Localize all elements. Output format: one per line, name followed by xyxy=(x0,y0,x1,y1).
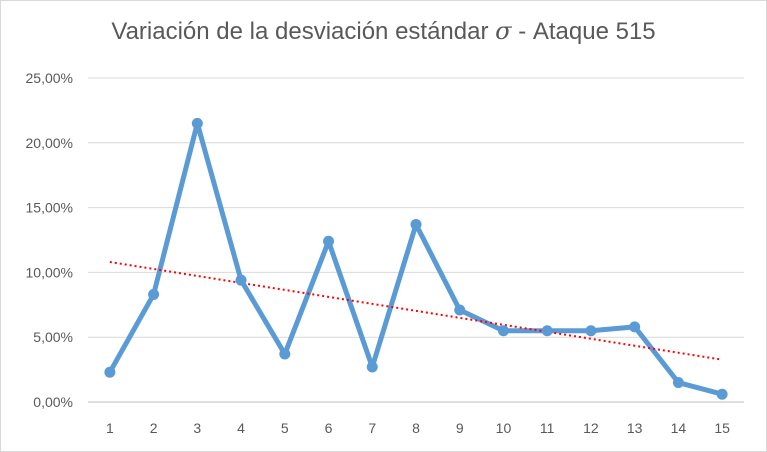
x-tick-label: 6 xyxy=(325,420,333,436)
series-line xyxy=(107,120,725,397)
x-tick-label: 11 xyxy=(540,420,555,436)
y-tick-label: 5,00% xyxy=(33,329,73,345)
chart-title: Variación de la desviación estándar σ - … xyxy=(1,17,766,46)
data-point xyxy=(323,235,335,247)
data-point xyxy=(541,325,553,337)
data-point xyxy=(191,117,203,129)
x-tick-label: 7 xyxy=(368,420,376,436)
y-tick-label: 25,00% xyxy=(26,70,73,86)
x-tick-label: 1 xyxy=(106,420,114,436)
trendline xyxy=(109,261,723,361)
x-tick-label: 4 xyxy=(237,420,245,436)
x-tick-label: 9 xyxy=(456,420,464,436)
data-point xyxy=(672,377,684,389)
x-tick-label: 2 xyxy=(150,420,158,436)
y-tick-label: 20,00% xyxy=(26,135,73,151)
chart-title-sigma: σ xyxy=(495,17,512,45)
x-tick-label: 13 xyxy=(627,420,643,436)
chart-title-main: Variación de la desviación estándar xyxy=(111,18,496,45)
data-point xyxy=(585,325,597,337)
data-point xyxy=(279,348,291,360)
data-point xyxy=(497,325,509,337)
data-point xyxy=(104,366,116,378)
chart-title-suffix: - Ataque 515 xyxy=(511,18,656,45)
x-tick-label: 10 xyxy=(496,420,512,436)
x-tick-label: 15 xyxy=(714,420,730,436)
data-point xyxy=(148,288,160,300)
x-tick-label: 5 xyxy=(281,420,289,436)
x-tick-label: 8 xyxy=(412,420,420,436)
x-tick-label: 14 xyxy=(671,420,687,436)
x-tick-label: 12 xyxy=(583,420,599,436)
data-point xyxy=(235,274,247,286)
data-point xyxy=(454,304,466,316)
data-point xyxy=(366,361,378,373)
data-point xyxy=(410,218,422,230)
y-tick-label: 10,00% xyxy=(26,264,73,280)
data-point xyxy=(629,321,641,333)
data-point xyxy=(716,388,728,400)
x-tick-label: 3 xyxy=(193,420,201,436)
y-tick-label: 15,00% xyxy=(26,200,73,216)
y-tick-label: 0,00% xyxy=(33,394,73,410)
